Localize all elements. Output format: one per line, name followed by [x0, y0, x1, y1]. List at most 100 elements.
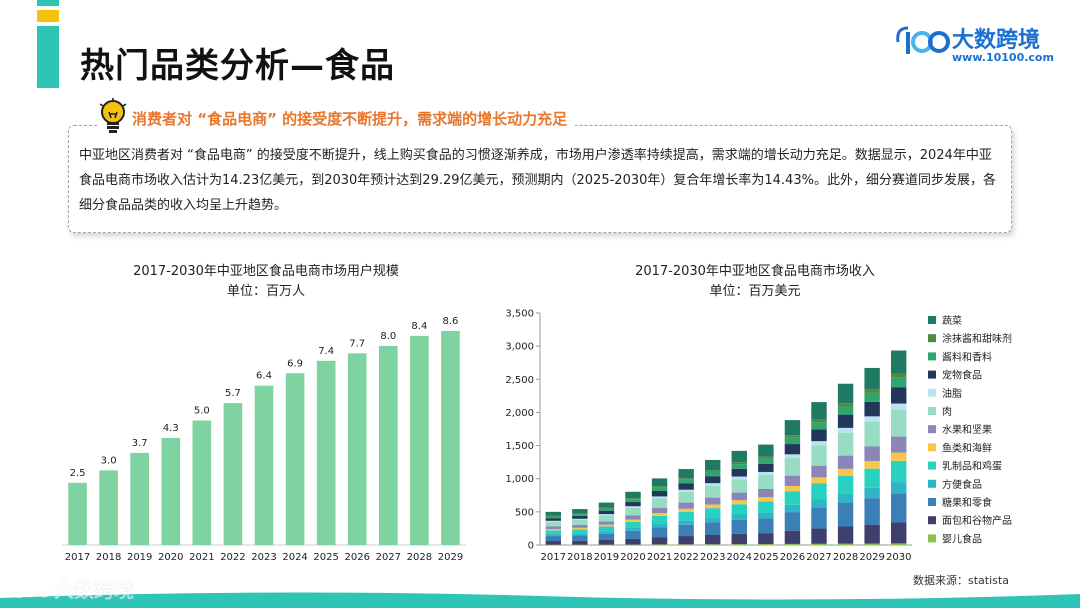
- revenue-bar-segment: [811, 429, 827, 442]
- revenue-bar-segment: [811, 528, 827, 544]
- user-bar: [441, 330, 460, 545]
- legend-label: 婴儿食品: [942, 532, 982, 545]
- revenue-bar-segment: [811, 419, 827, 423]
- revenue-bar-segment: [891, 436, 907, 453]
- revenue-bar-segment: [758, 544, 774, 545]
- legend-swatch: [928, 316, 936, 324]
- revenue-bar-segment: [784, 444, 801, 455]
- revenue-bar-segment: [784, 454, 801, 459]
- user-x-tick-label: 2021: [189, 552, 214, 563]
- revenue-bar-segment: [837, 468, 854, 476]
- user-chart-title: 2017-2030年中亚地区食品电商市场用户规模: [133, 264, 399, 279]
- revenue-bar-segment: [731, 468, 747, 477]
- footer-logo: 大数跨境: [8, 572, 148, 604]
- revenue-bar-segment: [625, 506, 641, 508]
- legend-swatch: [928, 334, 936, 343]
- revenue-bar-segment: [545, 516, 561, 519]
- revenue-bar-segment: [705, 517, 721, 523]
- legend-swatch: [928, 388, 936, 397]
- revenue-bar-segment: [837, 406, 854, 415]
- revenue-bar-segment: [837, 432, 854, 456]
- revenue-y-tick-label: 500: [515, 507, 534, 518]
- user-x-tick-label: 2022: [220, 552, 245, 563]
- user-x-tick-label: 2025: [313, 552, 338, 563]
- revenue-bar-segment: [705, 522, 721, 535]
- revenue-bar-segment: [811, 499, 827, 508]
- revenue-bar-segment: [731, 544, 747, 545]
- user-x-tick-label: 2027: [376, 552, 401, 563]
- user-x-tick-label: 2018: [96, 552, 121, 563]
- legend-swatch: [928, 352, 936, 361]
- revenue-bar-segment: [731, 500, 747, 505]
- legend-swatch: [928, 516, 936, 525]
- revenue-bar-segment: [758, 501, 774, 513]
- brand-logo[interactable]: 大数跨境 www.10100.com: [894, 20, 1054, 68]
- revenue-bar-segment: [784, 458, 801, 476]
- revenue-bar-segment: [572, 535, 588, 541]
- revenue-bar-segment: [758, 458, 774, 464]
- revenue-bar-segment: [625, 530, 641, 539]
- legend-label: 乳制品和鸡蛋: [942, 460, 1002, 473]
- revenue-bar-segment: [598, 524, 615, 527]
- revenue-bar-segment: [678, 536, 694, 545]
- revenue-x-tick-label: 2028: [833, 552, 858, 563]
- revenue-bar-segment: [891, 377, 907, 388]
- revenue-bar-segment: [784, 491, 801, 505]
- revenue-bar-segment: [545, 541, 561, 545]
- revenue-bar-segment: [731, 462, 747, 465]
- revenue-y-tick-label: 2,500: [505, 375, 534, 386]
- revenue-bar-segment: [545, 530, 561, 535]
- legend-label: 肉: [942, 405, 952, 418]
- user-bar: [410, 335, 429, 545]
- revenue-bar-segment: [625, 507, 641, 516]
- legend-swatch: [928, 479, 936, 488]
- revenue-bar-segment: [891, 387, 907, 404]
- summary-box: [68, 125, 1012, 233]
- revenue-bar-segment: [572, 518, 588, 520]
- user-bar: [68, 482, 87, 545]
- revenue-bar-segment: [598, 539, 615, 545]
- revenue-bar-segment: [651, 515, 668, 524]
- revenue-y-tick-label: 2,000: [505, 408, 534, 419]
- revenue-bar-segment: [545, 518, 561, 521]
- user-x-tick-label: 2029: [438, 552, 463, 563]
- revenue-bar-segment: [705, 544, 721, 545]
- revenue-bar-segment: [678, 479, 694, 484]
- revenue-bar-segment: [678, 478, 694, 480]
- revenue-bar-segment: [811, 543, 827, 545]
- revenue-bar-segment: [545, 534, 561, 537]
- user-bar: [378, 345, 398, 545]
- brand-name: 大数跨境: [952, 28, 1041, 53]
- user-x-tick-label: 2026: [345, 552, 370, 563]
- legend-label: 糖果和零食: [942, 496, 992, 509]
- revenue-bar-segment: [837, 543, 854, 545]
- user-bar-label: 5.7: [225, 388, 241, 399]
- legend-label: 涂抹酱和甜味剂: [942, 332, 1012, 345]
- user-scale-chart: 2017-2030年中亚地区食品电商市场用户规模 单位：百万人 2.5 2017 3…: [56, 258, 476, 568]
- revenue-bar-segment: [864, 401, 880, 417]
- revenue-bar-segment: [758, 533, 774, 545]
- revenue-bar-segment: [572, 527, 588, 530]
- user-chart-plot: 2.5 2017 3.0 2018 3.7 2019 4.3 2020 5.0 2021 5.7 20…: [62, 316, 466, 563]
- revenue-x-tick-label: 2025: [753, 552, 778, 563]
- brand-url[interactable]: www.10100.com: [952, 51, 1054, 64]
- revenue-bar-segment: [758, 471, 774, 475]
- revenue-bar-segment: [678, 489, 694, 492]
- revenue-bar-segment: [705, 534, 721, 545]
- revenue-bar-segment: [864, 461, 880, 469]
- revenue-bar-segment: [598, 507, 615, 509]
- user-bar-label: 3.7: [132, 438, 148, 449]
- revenue-bar-segment: [598, 515, 615, 522]
- revenue-bar-segment: [758, 488, 774, 498]
- revenue-bar-segment: [758, 456, 774, 459]
- revenue-bar-segment: [758, 512, 774, 519]
- revenue-y-tick-label: 1,500: [505, 441, 534, 452]
- revenue-bar-segment: [891, 373, 907, 378]
- legend-label: 酱料和香料: [942, 350, 992, 363]
- user-x-tick-label: 2024: [282, 552, 307, 563]
- revenue-x-tick-label: 2029: [859, 552, 884, 563]
- lightbulb-icon: [99, 98, 127, 133]
- revenue-bar-segment: [811, 483, 827, 500]
- revenue-x-tick-label: 2026: [780, 552, 805, 563]
- legend-swatch: [928, 461, 936, 470]
